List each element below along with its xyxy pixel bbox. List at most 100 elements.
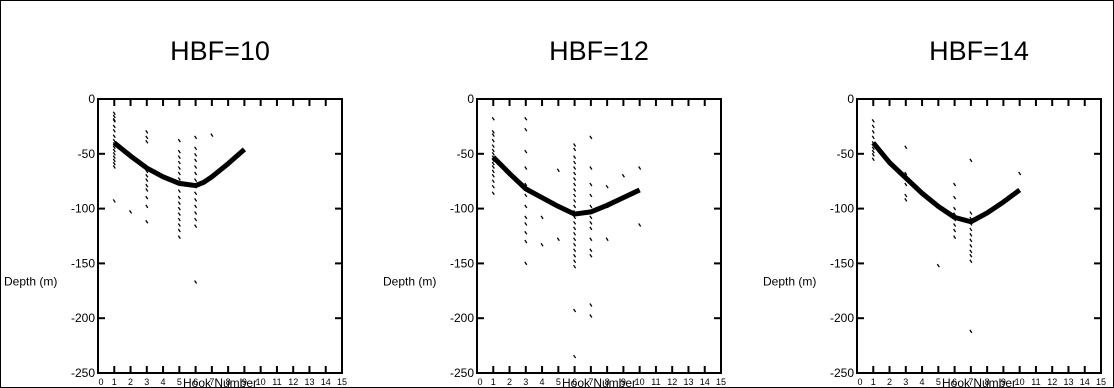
scatter-point — [589, 166, 593, 170]
scatter-point — [953, 182, 957, 187]
scatter-point — [194, 280, 198, 284]
x-tick-label: 5 — [936, 377, 941, 387]
scatter-point — [589, 248, 593, 253]
scatter-point — [194, 146, 198, 151]
y-tick-label: -50 — [837, 147, 855, 161]
x-tick-label: 7 — [588, 377, 593, 387]
x-tick-label: 15 — [337, 377, 347, 387]
scatter-point — [194, 135, 198, 140]
scatter-point — [491, 151, 495, 156]
scatter-point — [573, 155, 577, 159]
x-tick-label: 3 — [903, 377, 908, 387]
scatter-point — [491, 133, 495, 138]
scatter-point — [524, 127, 528, 132]
x-tick-label: 15 — [716, 377, 726, 387]
y-tick-label: -200 — [71, 311, 95, 325]
y-tick-label: -150 — [71, 256, 95, 270]
x-tick-label: 12 — [667, 377, 677, 387]
x-tick-label: 15 — [1096, 377, 1106, 387]
x-tick-label: 0 — [857, 377, 862, 387]
scatter-point — [112, 199, 116, 203]
scatter-point — [145, 188, 149, 192]
scatter-point — [589, 314, 593, 318]
x-tick-label: 10 — [635, 377, 645, 387]
y-tick-label: -50 — [457, 147, 475, 161]
scatter-point — [210, 133, 214, 138]
y-axis-label: Depth (m) — [4, 274, 57, 288]
scatter-point — [112, 161, 116, 166]
chart-title: HBF=12 — [549, 36, 649, 66]
scatter-point — [589, 215, 593, 220]
x-tick-label: 3 — [523, 377, 528, 387]
scatter-point — [953, 223, 957, 227]
x-axis-label: Hook Number — [942, 376, 1016, 387]
scatter-point — [194, 191, 198, 196]
scatter-point — [112, 138, 116, 143]
scatter-point — [491, 173, 495, 178]
scatter-point — [112, 134, 116, 139]
scatter-point — [573, 220, 577, 225]
scatter-point — [177, 171, 181, 176]
scatter-point — [145, 183, 149, 188]
scatter-point — [524, 116, 528, 121]
plot-frame — [856, 98, 1102, 374]
x-tick-label: 5 — [556, 377, 561, 387]
y-axis-label: Depth (m) — [383, 274, 436, 288]
scatter-point — [904, 182, 908, 187]
scatter-point — [194, 204, 198, 209]
scatter-point — [491, 191, 495, 196]
scatter-point — [177, 223, 181, 227]
x-tick-label: 7 — [968, 377, 973, 387]
x-tick-label: 6 — [952, 377, 957, 387]
scatter-point — [177, 149, 181, 154]
scatter-point — [969, 211, 973, 215]
scatter-point — [491, 169, 495, 174]
y-tick-label: 0 — [847, 92, 854, 106]
scatter-point — [491, 138, 495, 143]
y-tick-label: -100 — [71, 202, 95, 216]
scatter-point — [194, 217, 198, 222]
x-tick-label: 1 — [112, 377, 117, 387]
y-tick-label: -150 — [830, 256, 854, 270]
y-tick-label: -100 — [450, 202, 474, 216]
scatter-point — [177, 189, 181, 193]
scatter-point — [969, 329, 973, 334]
scatter-point — [524, 204, 528, 209]
scatter-point — [524, 149, 528, 154]
scatter-point — [589, 135, 593, 140]
scatter-point — [589, 220, 593, 225]
scatter-point — [540, 242, 544, 247]
scatter-point — [145, 135, 149, 140]
scatter-point — [871, 153, 875, 157]
scatter-point — [491, 130, 495, 134]
x-tick-label: 7 — [209, 377, 214, 387]
scatter-point — [589, 193, 593, 198]
scatter-point — [573, 182, 577, 187]
scatter-point — [540, 215, 544, 220]
scatter-point — [194, 197, 198, 202]
x-tick-label: 11 — [1031, 377, 1040, 387]
scatter-point — [969, 244, 973, 248]
scatter-point — [573, 199, 577, 203]
x-tick-label: 11 — [272, 377, 281, 387]
scatter-point — [112, 151, 116, 156]
scatter-point — [904, 193, 908, 198]
scatter-point — [177, 206, 181, 211]
scatter-point — [194, 165, 198, 169]
x-tick-label: 8 — [226, 377, 231, 387]
scatter-point — [491, 165, 495, 169]
scatter-point — [194, 211, 198, 215]
x-tick-label: 9 — [242, 377, 247, 387]
scatter-point — [871, 149, 875, 154]
scatter-point — [953, 235, 957, 239]
scatter-point — [177, 217, 181, 222]
scatter-point — [573, 166, 577, 170]
scatter-point — [904, 145, 908, 150]
x-tick-label: 8 — [985, 377, 990, 387]
scatter-point — [145, 130, 149, 134]
y-tick-label: -200 — [450, 311, 474, 325]
x-tick-label: 9 — [621, 377, 626, 387]
scatter-point — [491, 148, 495, 153]
